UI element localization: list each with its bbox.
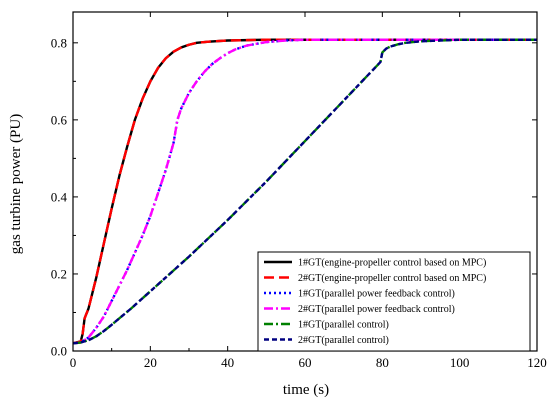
x-tick-label: 100 — [450, 355, 470, 370]
x-tick-label: 60 — [299, 355, 312, 370]
x-tick-label: 20 — [144, 355, 157, 370]
series-line-3 — [72, 38, 537, 345]
tick-layer: 0 20 40 60 80 100 120 0.0 0.2 0.4 0.6 0.8 — [51, 12, 547, 370]
y-axis-title: gas turbine power (PU) — [8, 114, 24, 254]
x-tick-label: 0 — [70, 355, 77, 370]
y-tick-label: 0.0 — [51, 344, 67, 359]
x-tick-label: 120 — [527, 355, 547, 370]
legend-box — [257, 251, 531, 352]
x-tick-label: 80 — [376, 355, 389, 370]
legend-label: 1#GT(parallel control) — [298, 320, 389, 331]
series-line-6 — [72, 38, 537, 345]
legend: 1#GT(engine-propeller control based on M… — [257, 251, 531, 352]
y-tick-label: 0.6 — [51, 112, 68, 127]
series-line-2 — [72, 38, 537, 345]
x-tick-label: 40 — [221, 355, 234, 370]
legend-label: 2#GT(parallel power feedback control) — [298, 304, 455, 315]
legend-label: 1#GT(engine-propeller control based on M… — [298, 258, 486, 269]
legend-label: 2#GT(engine-propeller control based on M… — [298, 273, 486, 284]
series-layer — [72, 38, 537, 345]
legend-label: 2#GT(parallel control) — [298, 335, 389, 346]
series-line-4 — [72, 38, 537, 345]
y-tick-label: 0.8 — [51, 35, 67, 50]
y-tick-label: 0.2 — [51, 266, 67, 281]
x-axis-title: time (s) — [283, 382, 329, 398]
y-tick-label: 0.4 — [51, 189, 68, 204]
legend-label: 1#GT(parallel power feedback control) — [298, 289, 455, 300]
